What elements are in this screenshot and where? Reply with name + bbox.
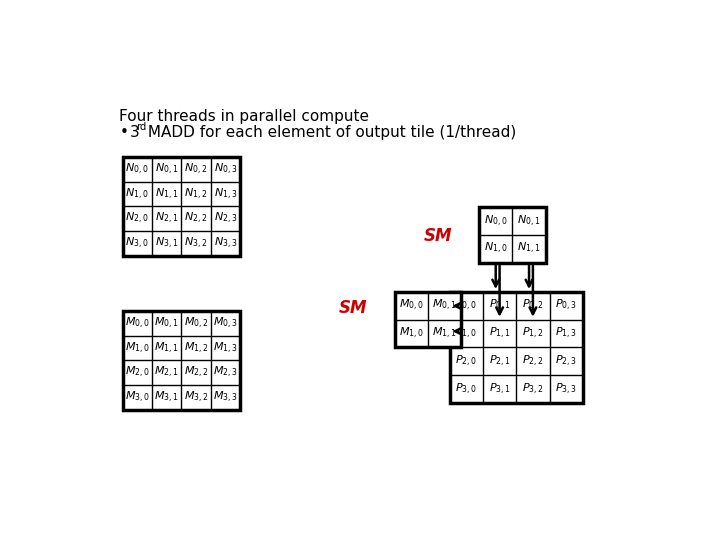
Text: $M_{3,0}$: $M_{3,0}$ xyxy=(125,390,150,405)
Text: Four threads in parallel compute: Four threads in parallel compute xyxy=(120,110,369,124)
Text: $M_{2,3}$: $M_{2,3}$ xyxy=(213,365,238,380)
Text: $N_{2,1}$: $N_{2,1}$ xyxy=(155,211,179,226)
Text: $P_{1,3}$: $P_{1,3}$ xyxy=(555,326,577,341)
Text: 3: 3 xyxy=(130,125,140,140)
Text: $N_{3,1}$: $N_{3,1}$ xyxy=(155,236,179,251)
Text: $P_{2,2}$: $P_{2,2}$ xyxy=(522,354,544,369)
Text: MADD for each element of output tile (1/thread): MADD for each element of output tile (1/… xyxy=(143,125,516,140)
Text: $M_{0,3}$: $M_{0,3}$ xyxy=(213,316,238,331)
Text: $P_{0,1}$: $P_{0,1}$ xyxy=(489,298,510,313)
Text: $N_{1,2}$: $N_{1,2}$ xyxy=(184,187,208,202)
Bar xyxy=(395,292,462,347)
Text: $N_{0,0}$: $N_{0,0}$ xyxy=(484,213,508,228)
Text: $M_{0,0}$: $M_{0,0}$ xyxy=(399,298,423,313)
Text: $N_{0,2}$: $N_{0,2}$ xyxy=(184,162,208,177)
Text: $N_{0,1}$: $N_{0,1}$ xyxy=(155,162,179,177)
Text: $P_{1,2}$: $P_{1,2}$ xyxy=(522,326,544,341)
Text: $P_{3,2}$: $P_{3,2}$ xyxy=(522,381,544,396)
Bar xyxy=(449,292,583,403)
Text: $M_{3,3}$: $M_{3,3}$ xyxy=(213,390,238,405)
Text: $N_{0,3}$: $N_{0,3}$ xyxy=(214,162,238,177)
Text: $M_{3,1}$: $M_{3,1}$ xyxy=(154,390,179,405)
Text: $N_{3,3}$: $N_{3,3}$ xyxy=(214,236,238,251)
Bar xyxy=(479,207,546,262)
Text: $M_{1,1}$: $M_{1,1}$ xyxy=(154,341,179,356)
Text: $P_{0,2}$: $P_{0,2}$ xyxy=(522,298,544,313)
Text: $P_{0,3}$: $P_{0,3}$ xyxy=(555,298,577,313)
Text: $N_{1,3}$: $N_{1,3}$ xyxy=(214,187,238,202)
Text: $P_{3,1}$: $P_{3,1}$ xyxy=(489,381,510,396)
Text: $M_{2,1}$: $M_{2,1}$ xyxy=(154,365,179,380)
Text: $N_{1,1}$: $N_{1,1}$ xyxy=(517,241,541,256)
Text: $P_{1,1}$: $P_{1,1}$ xyxy=(489,326,510,341)
Text: $P_{3,3}$: $P_{3,3}$ xyxy=(555,381,577,396)
Text: $N_{1,1}$: $N_{1,1}$ xyxy=(155,187,179,202)
Text: $P_{2,3}$: $P_{2,3}$ xyxy=(555,354,577,369)
Text: $M_{1,0}$: $M_{1,0}$ xyxy=(125,341,150,356)
Text: $P_{2,1}$: $P_{2,1}$ xyxy=(489,354,510,369)
Text: $M_{2,2}$: $M_{2,2}$ xyxy=(184,365,209,380)
Text: $N_{1,0}$: $N_{1,0}$ xyxy=(484,241,508,256)
Text: $M_{1,2}$: $M_{1,2}$ xyxy=(184,341,209,356)
Text: $M_{3,2}$: $M_{3,2}$ xyxy=(184,390,209,405)
Text: $N_{0,1}$: $N_{0,1}$ xyxy=(517,213,541,228)
Text: $M_{0,1}$: $M_{0,1}$ xyxy=(432,298,457,313)
Text: $P_{2,0}$: $P_{2,0}$ xyxy=(455,354,477,369)
Text: $M_{0,0}$: $M_{0,0}$ xyxy=(125,316,150,331)
Text: $P_{3,0}$: $P_{3,0}$ xyxy=(455,381,477,396)
Bar xyxy=(122,157,240,256)
Text: $N_{1,0}$: $N_{1,0}$ xyxy=(125,187,149,202)
Text: $P_{0,0}$: $P_{0,0}$ xyxy=(455,298,477,313)
Text: $M_{0,1}$: $M_{0,1}$ xyxy=(154,316,179,331)
Text: SM: SM xyxy=(424,227,453,245)
Text: SM: SM xyxy=(339,299,367,317)
Text: $M_{1,3}$: $M_{1,3}$ xyxy=(213,341,238,356)
Text: $M_{2,0}$: $M_{2,0}$ xyxy=(125,365,150,380)
Text: $N_{2,3}$: $N_{2,3}$ xyxy=(214,211,238,226)
Text: $M_{1,0}$: $M_{1,0}$ xyxy=(399,326,423,341)
Text: rd: rd xyxy=(137,122,147,132)
Text: $N_{2,2}$: $N_{2,2}$ xyxy=(184,211,208,226)
Text: $N_{0,0}$: $N_{0,0}$ xyxy=(125,162,149,177)
Text: $N_{2,0}$: $N_{2,0}$ xyxy=(125,211,149,226)
Text: $M_{0,2}$: $M_{0,2}$ xyxy=(184,316,209,331)
Bar xyxy=(122,311,240,410)
Text: $P_{1,0}$: $P_{1,0}$ xyxy=(455,326,477,341)
Text: $N_{3,0}$: $N_{3,0}$ xyxy=(125,236,149,251)
Text: •: • xyxy=(120,125,128,140)
Text: $N_{3,2}$: $N_{3,2}$ xyxy=(184,236,208,251)
Text: $M_{1,1}$: $M_{1,1}$ xyxy=(432,326,457,341)
